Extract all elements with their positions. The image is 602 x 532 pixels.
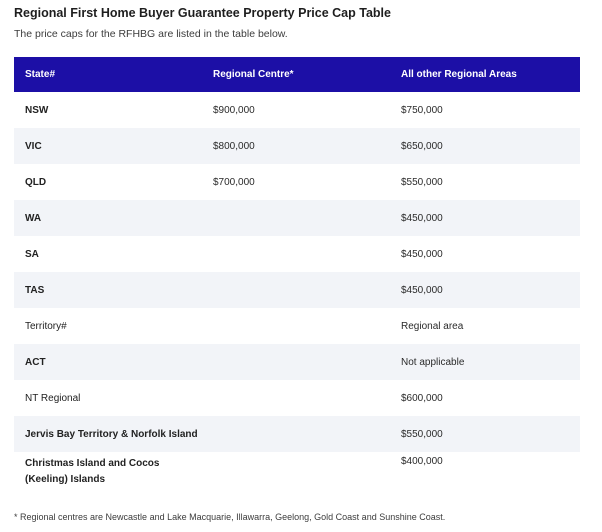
header-regional-centre: Regional Centre* <box>213 69 294 80</box>
row-state: SA <box>25 248 39 260</box>
row-state: NT Regional <box>25 392 81 404</box>
footnote: * Regional centres are Newcastle and Lak… <box>14 512 446 522</box>
row-state: QLD <box>25 176 47 188</box>
header-other-regional-areas: All other Regional Areas <box>401 69 517 80</box>
row-other-areas: $450,000 <box>401 212 443 224</box>
row-state: TAS <box>25 284 45 296</box>
row-other-areas: $550,000 <box>401 428 443 440</box>
row-other-areas: $450,000 <box>401 248 443 260</box>
row-state: WA <box>25 212 42 224</box>
row-regional-centre: $800,000 <box>213 140 255 152</box>
table-row: VIC $800,000 $650,000 <box>14 128 580 164</box>
row-state: Territory# <box>25 320 67 332</box>
row-other-areas: Not applicable <box>401 356 465 368</box>
row-other-areas: Regional area <box>401 320 464 332</box>
row-other-areas: $550,000 <box>401 176 443 188</box>
table-row: TAS $450,000 <box>14 272 580 308</box>
price-cap-table: State# Regional Centre* All other Region… <box>14 57 580 496</box>
row-regional-centre: $900,000 <box>213 104 255 116</box>
table-row: NSW $900,000 $750,000 <box>14 92 580 128</box>
page-subtitle: The price caps for the RFHBG are listed … <box>14 28 288 40</box>
row-state: Jervis Bay Territory & Norfolk Island <box>25 428 198 440</box>
row-other-areas: $450,000 <box>401 284 443 296</box>
row-other-areas: $400,000 <box>401 456 443 467</box>
table-row: NT Regional $600,000 <box>14 380 580 416</box>
row-other-areas: $600,000 <box>401 392 443 404</box>
row-other-areas: $750,000 <box>401 104 443 116</box>
row-state: VIC <box>25 140 42 152</box>
table-row: QLD $700,000 $550,000 <box>14 164 580 200</box>
row-other-areas: $650,000 <box>401 140 443 152</box>
table-row: Christmas Island and Cocos (Keeling) Isl… <box>14 452 580 496</box>
table-row: SA $450,000 <box>14 236 580 272</box>
table-row: ACT Not applicable <box>14 344 580 380</box>
header-state: State# <box>25 69 56 80</box>
table-row: Territory# Regional area <box>14 308 580 344</box>
row-regional-centre: $700,000 <box>213 176 255 188</box>
table-row: Jervis Bay Territory & Norfolk Island $5… <box>14 416 580 452</box>
row-state: NSW <box>25 104 49 116</box>
row-state: ACT <box>25 356 46 368</box>
table-header: State# Regional Centre* All other Region… <box>14 57 580 92</box>
page-title: Regional First Home Buyer Guarantee Prop… <box>14 6 391 20</box>
table-row: WA $450,000 <box>14 200 580 236</box>
row-state: Christmas Island and Cocos (Keeling) Isl… <box>25 458 160 485</box>
